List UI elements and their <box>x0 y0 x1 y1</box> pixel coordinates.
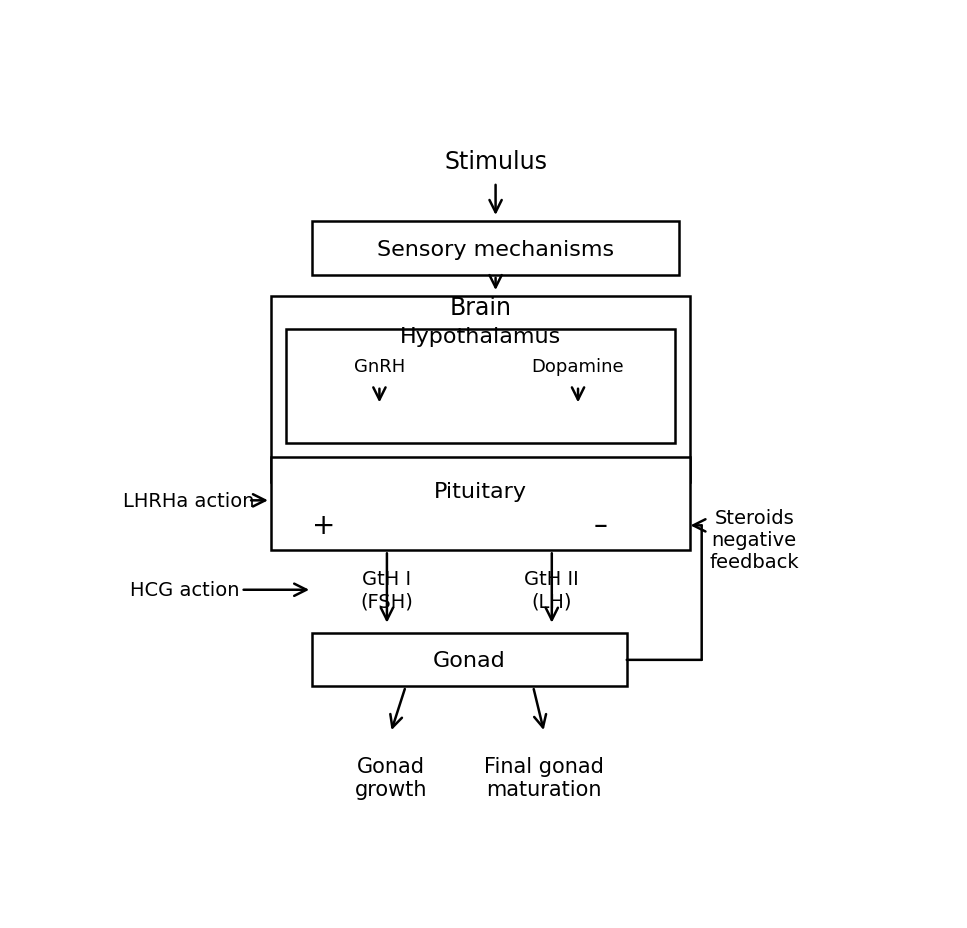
Text: Gonad: Gonad <box>433 651 506 670</box>
Text: –: – <box>594 512 607 540</box>
Text: GtH II
(LH): GtH II (LH) <box>524 570 579 611</box>
Text: Steroids
negative
feedback: Steroids negative feedback <box>710 509 799 572</box>
Text: Stimulus: Stimulus <box>444 149 547 174</box>
Text: LHRHa action: LHRHa action <box>123 491 254 510</box>
Bar <box>312 222 679 276</box>
Text: Brain: Brain <box>450 296 512 320</box>
Bar <box>271 458 690 551</box>
Text: Hypothalamus: Hypothalamus <box>400 327 561 346</box>
Text: GnRH: GnRH <box>354 357 405 376</box>
Text: +: + <box>311 512 335 540</box>
Text: HCG action: HCG action <box>130 581 239 599</box>
Text: Final gonad
maturation: Final gonad maturation <box>484 755 604 799</box>
Text: Dopamine: Dopamine <box>532 357 625 376</box>
Bar <box>286 329 676 444</box>
Text: GtH I
(FSH): GtH I (FSH) <box>361 570 413 611</box>
Text: Pituitary: Pituitary <box>434 482 527 501</box>
Bar <box>271 297 690 483</box>
Bar <box>312 633 627 687</box>
Text: Gonad
growth: Gonad growth <box>355 755 426 799</box>
Text: Sensory mechanisms: Sensory mechanisms <box>377 239 614 259</box>
